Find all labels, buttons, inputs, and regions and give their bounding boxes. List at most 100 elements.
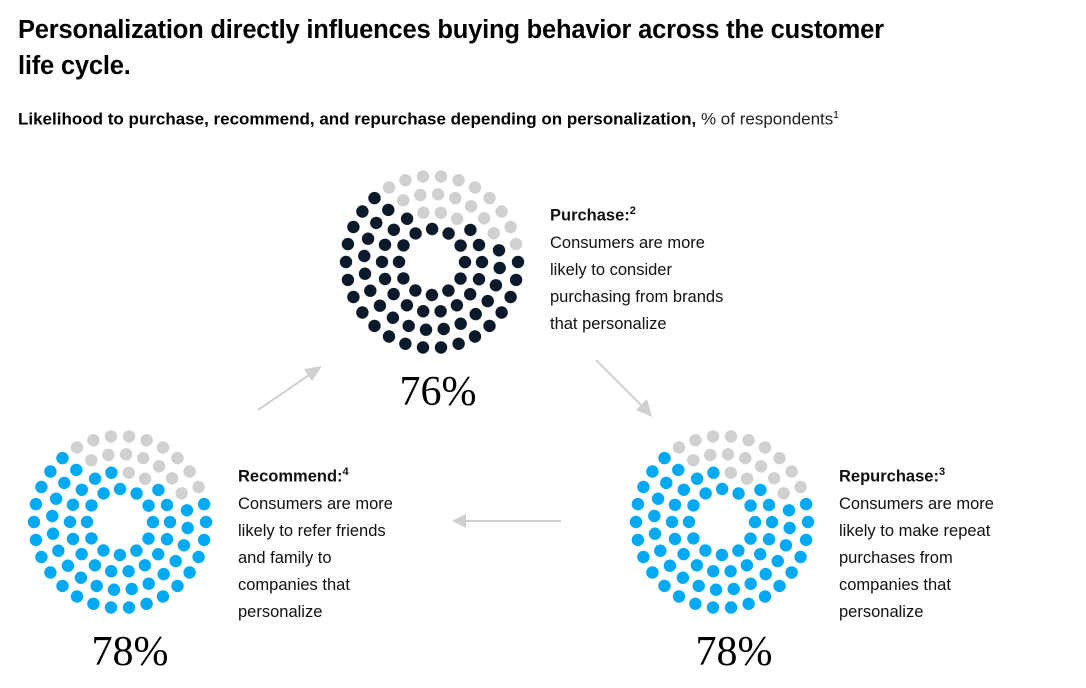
dot-circle-recommend	[27, 430, 213, 614]
dot-value	[138, 559, 152, 572]
dot-value	[801, 515, 815, 529]
dot-value	[665, 515, 679, 529]
dot-value	[707, 466, 720, 479]
dot-value	[46, 509, 59, 523]
dot-circle-repurchase	[629, 430, 815, 614]
dot-value	[87, 597, 100, 610]
dot-value	[107, 583, 121, 596]
dot-value	[368, 191, 381, 205]
dot-value	[434, 305, 447, 318]
dot-remainder	[464, 200, 478, 213]
dot-value	[378, 238, 392, 251]
dot-value	[358, 267, 372, 280]
dot-value	[658, 579, 671, 593]
dot-value	[699, 487, 712, 500]
dot-value	[192, 550, 205, 564]
dot-remainder	[416, 170, 430, 183]
dot-value	[130, 487, 143, 500]
subtitle-bold: Likelihood to purchase, recommend, and r…	[18, 109, 697, 129]
dot-value	[651, 492, 665, 505]
arrow-purchase-to-repurchase	[595, 359, 652, 417]
dot-value	[715, 482, 729, 496]
dot-value	[454, 239, 467, 252]
dot-remainder	[171, 451, 184, 465]
dot-value	[400, 212, 414, 225]
dot-value	[339, 255, 353, 269]
dot-remainder	[706, 430, 720, 443]
dot-remainder	[687, 454, 700, 467]
dot-value	[156, 590, 170, 603]
dot-value	[70, 463, 83, 477]
subtitle-unit: % of respondents	[700, 109, 834, 129]
dot-remainder	[414, 188, 427, 202]
dot-value	[88, 472, 102, 485]
dot-value	[419, 323, 433, 336]
dot-circle-purchase	[339, 170, 525, 354]
repurchase-line: likely to make repeat	[839, 521, 991, 540]
dot-value	[758, 590, 772, 603]
subtitle-footnote: 1	[833, 110, 839, 121]
dot-value	[66, 532, 80, 546]
dot-value	[183, 566, 196, 579]
dot-remainder	[122, 430, 136, 443]
dot-value	[658, 451, 671, 465]
dot-value	[356, 306, 369, 319]
dot-value	[382, 203, 395, 217]
dot-value	[740, 559, 754, 572]
dot-remainder	[724, 466, 737, 479]
dot-value	[90, 579, 103, 593]
dot-value	[387, 287, 400, 301]
dot-value	[715, 548, 729, 562]
dot-value	[180, 504, 194, 517]
dot-remainder	[754, 460, 768, 473]
dot-remainder	[773, 451, 786, 465]
dot-value	[358, 249, 371, 263]
dot-value	[724, 565, 737, 578]
dot-value	[799, 497, 813, 511]
dot-value	[668, 532, 682, 546]
dot-value	[35, 550, 48, 564]
repurchase-line: companies that	[839, 575, 951, 594]
dot-value	[97, 544, 110, 557]
dot-value	[682, 515, 696, 529]
dot-value	[690, 559, 704, 572]
dot-remainder	[87, 434, 100, 447]
dot-value	[142, 499, 155, 512]
dot-value	[489, 279, 503, 292]
dot-value	[140, 597, 153, 610]
repurchase-description: Repurchase:3 Consumers are more likely t…	[839, 459, 1039, 626]
arrow-repurchase-to-recommend	[452, 514, 561, 528]
dot-value	[493, 261, 506, 275]
dot-value	[779, 539, 793, 552]
dot-value	[754, 483, 767, 497]
dot-value	[773, 579, 786, 593]
dot-value	[783, 521, 796, 535]
dot-value	[648, 509, 661, 523]
repurchase-percentage: 78%	[695, 629, 773, 675]
dot-value	[668, 498, 682, 511]
dot-value	[88, 559, 102, 572]
dot-value	[706, 601, 720, 614]
dot-value	[437, 322, 450, 336]
dot-value	[157, 567, 170, 581]
recommend-heading: Recommend:4	[238, 466, 349, 486]
dot-value	[754, 548, 767, 561]
recommend-line: personalize	[238, 602, 323, 621]
dot-value	[454, 317, 467, 330]
dot-remainder	[767, 472, 781, 485]
dot-value	[762, 533, 776, 546]
dot-remainder	[431, 188, 445, 201]
dot-value	[472, 238, 486, 252]
dot-remainder	[417, 206, 430, 219]
dot-value	[687, 499, 700, 512]
dot-remainder	[672, 441, 686, 454]
recommend-line: and family to	[238, 548, 332, 567]
purchase-line: that personalize	[550, 314, 667, 333]
dot-value	[364, 284, 377, 297]
dot-value	[160, 533, 174, 546]
dot-value	[504, 290, 517, 304]
dot-value	[152, 483, 165, 497]
recommend-percentage: 78%	[91, 629, 169, 675]
dot-value	[370, 216, 383, 230]
